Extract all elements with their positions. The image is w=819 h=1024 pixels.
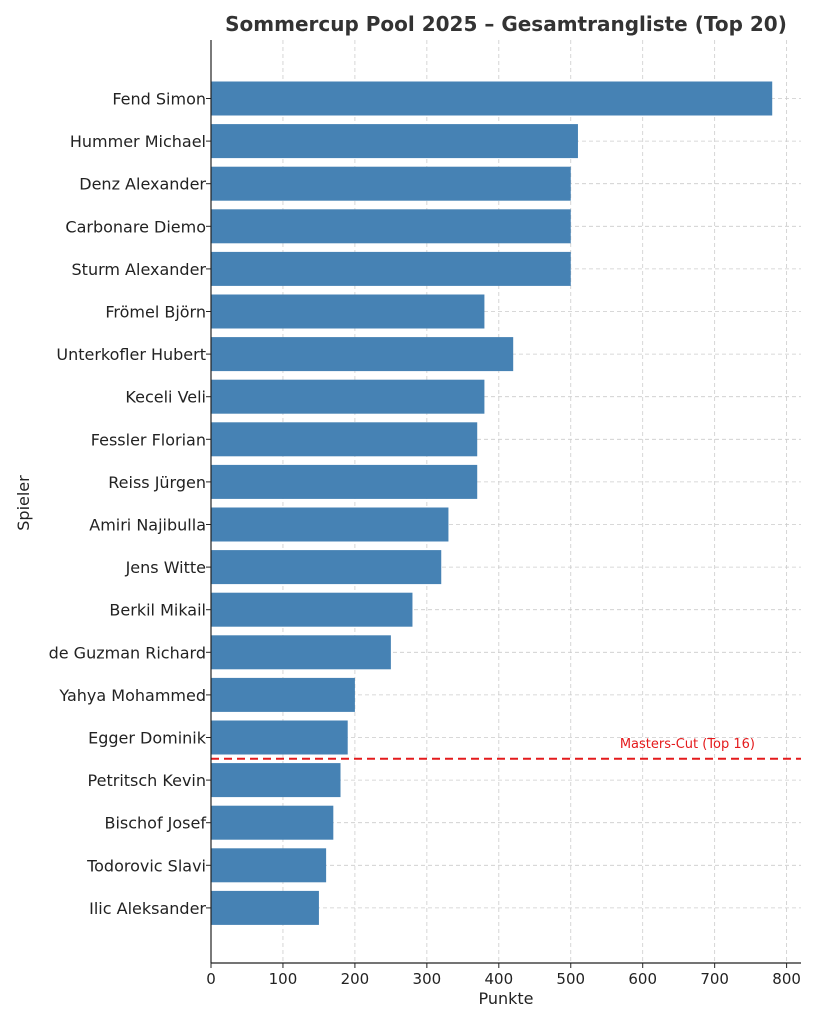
bar-10 [211, 464, 478, 499]
masters-cut-label: Masters-Cut (Top 16) [620, 737, 755, 752]
bar-12 [211, 550, 442, 585]
bar-7 [211, 337, 514, 372]
bar-1 [211, 81, 773, 116]
bar-5 [211, 251, 571, 286]
y-tick-label-15: Yahya Mohammed [58, 686, 206, 705]
y-tick-label-11: Amiri Najibulla [89, 516, 206, 535]
y-axis-label: Spieler [14, 475, 33, 531]
bar-2 [211, 124, 578, 159]
y-tick-label-9: Fessler Florian [91, 430, 206, 449]
x-tick-labels: 0 100 200 300 400 500 600 700 800 [206, 963, 801, 988]
bar-13 [211, 592, 413, 627]
x-tick-label-2: 200 [341, 970, 370, 988]
y-tick-label-4: Carbonare Diemo [65, 217, 206, 236]
x-tick-label-7: 700 [700, 970, 729, 988]
bar-8 [211, 379, 485, 414]
y-tick-label-5: Sturm Alexander [72, 260, 207, 279]
x-tick-label-0: 0 [206, 970, 216, 988]
y-tick-label-20: Ilic Aleksander [89, 899, 206, 918]
bar-3 [211, 166, 571, 201]
y-tick-label-13: Berkil Mikail [109, 601, 206, 620]
x-axis-label: Punkte [478, 989, 533, 1008]
y-tick-label-16: Egger Dominik [88, 729, 207, 748]
y-tick-label-19: Todorovic Slavi [86, 856, 206, 875]
bar-11 [211, 507, 449, 542]
y-tick-label-12: Jens Witte [125, 558, 206, 577]
bar-15 [211, 677, 355, 712]
y-tick-labels: Fend Simon Hummer Michael Denz Alexander Ca… [49, 90, 211, 918]
bar-6 [211, 294, 485, 329]
y-tick-label-6: Frömel Björn [105, 303, 206, 322]
bar-9 [211, 422, 478, 457]
x-tick-label-8: 800 [772, 970, 801, 988]
bar-18 [211, 805, 334, 840]
bar-14 [211, 635, 391, 670]
y-tick-label-10: Reiss Jürgen [108, 473, 206, 492]
chart-title: Sommercup Pool 2025 – Gesamtrangliste (T… [225, 12, 787, 36]
x-tick-label-5: 500 [556, 970, 585, 988]
annotations: Masters-Cut (Top 16) [211, 737, 801, 760]
y-tick-label-3: Denz Alexander [79, 175, 206, 194]
x-tick-label-1: 100 [269, 970, 298, 988]
bar-19 [211, 848, 327, 883]
bar-20 [211, 890, 319, 925]
bar-17 [211, 763, 341, 798]
y-tick-label-17: Petritsch Kevin [88, 771, 206, 790]
y-tick-label-14: de Guzman Richard [49, 643, 206, 662]
y-tick-label-7: Unterkofler Hubert [56, 345, 206, 364]
y-tick-label-1: Fend Simon [112, 90, 206, 109]
x-tick-label-3: 300 [413, 970, 442, 988]
bar-4 [211, 209, 571, 244]
x-tick-label-4: 400 [484, 970, 513, 988]
x-tick-label-6: 600 [628, 970, 657, 988]
bars-group [211, 81, 773, 925]
y-tick-label-18: Bischof Josef [104, 814, 206, 833]
y-tick-label-8: Keceli Veli [125, 388, 206, 407]
bar-16 [211, 720, 348, 755]
y-tick-label-2: Hummer Michael [70, 132, 206, 151]
